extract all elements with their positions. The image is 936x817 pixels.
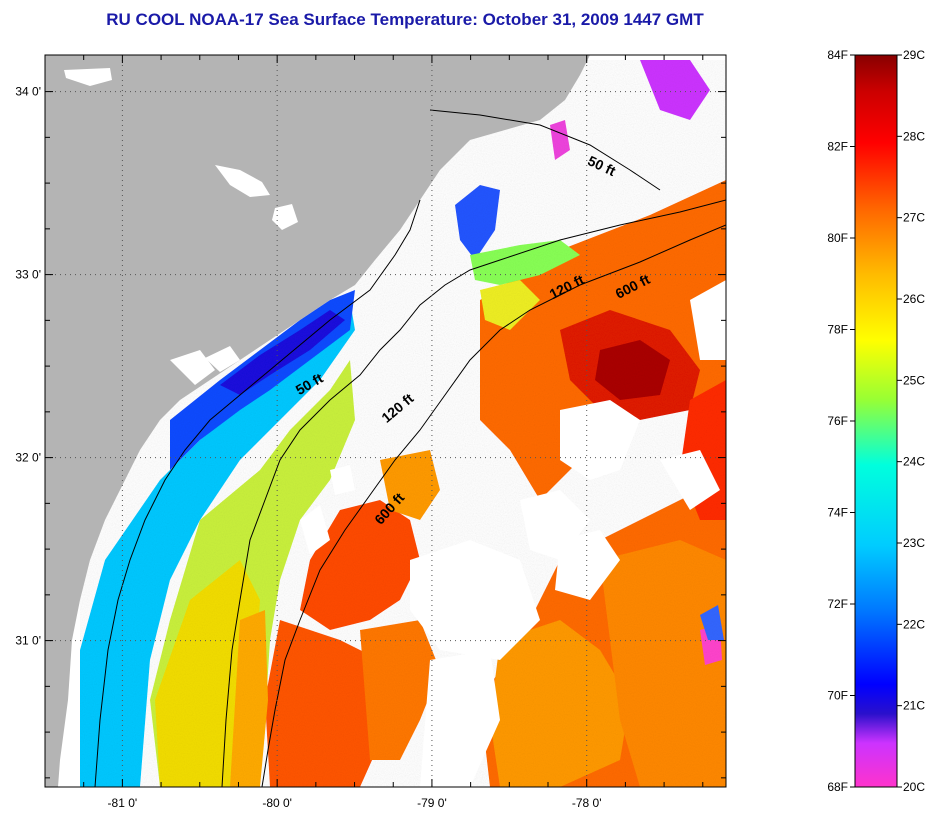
- gulf-stream-deep: [595, 340, 670, 400]
- nearshore-band-orange: [230, 610, 268, 787]
- north-blue-patch: [455, 185, 500, 260]
- lat-label: 33 0': [15, 268, 41, 282]
- nearshore-deep-blue: [220, 310, 345, 395]
- lat-label: 32 0': [15, 451, 41, 465]
- mid-warm-patch-3: [380, 450, 440, 520]
- axis-labels: 34 0' 33 0' 32 0' 31 0' -81 0' -80 0' -79 0' -7…: [15, 85, 601, 810]
- north-green-patch: [470, 240, 580, 285]
- nearshore-cyan: [80, 300, 355, 787]
- lat-label: 31 0': [15, 634, 41, 648]
- mid-warm-patch: [300, 500, 420, 630]
- isobath-120ft: [221, 199, 726, 787]
- mid-warm-patch-4: [360, 620, 440, 760]
- isobath-600ft: [261, 224, 726, 787]
- magenta-patch-2: [640, 60, 710, 120]
- isobaths: [94, 109, 726, 787]
- map-title: RU COOL NOAA-17 Sea Surface Temperature:…: [106, 10, 704, 29]
- lon-label: -78 0': [572, 796, 602, 810]
- coastal-islands: [64, 68, 298, 385]
- warm-south-1: [490, 620, 630, 787]
- lat-label: 34 0': [15, 85, 41, 99]
- lon-label: -80 0': [262, 796, 292, 810]
- north-yellow-patch: [480, 280, 540, 330]
- magenta-patch-1: [550, 120, 570, 160]
- blue-patch-east: [700, 605, 724, 640]
- graticule: [44, 55, 726, 787]
- map-frame: [44, 54, 727, 788]
- lon-label: -81 0': [108, 796, 138, 810]
- mid-warm-patch-2: [265, 620, 390, 787]
- sst-field: [80, 60, 726, 787]
- lon-label: -79 0': [417, 796, 447, 810]
- isobath-50ft: [94, 109, 661, 787]
- cloud-mask: [300, 280, 726, 787]
- warm-south-2: [600, 540, 726, 787]
- land: [45, 55, 590, 787]
